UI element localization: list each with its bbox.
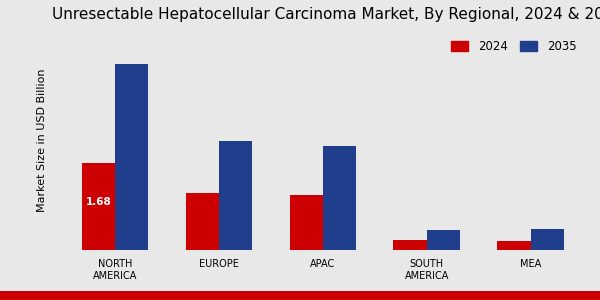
Bar — [530, 229, 564, 250]
Bar — [219, 141, 252, 250]
Bar — [290, 195, 323, 250]
Bar — [115, 64, 148, 250]
Bar — [323, 146, 356, 250]
Bar — [185, 193, 219, 250]
Text: 1.68: 1.68 — [85, 197, 111, 207]
Bar — [82, 163, 115, 250]
Bar — [497, 241, 530, 250]
Bar — [427, 230, 460, 250]
Bar — [394, 240, 427, 250]
Y-axis label: Market Size in USD Billion: Market Size in USD Billion — [37, 68, 47, 212]
Legend: 2024, 2035: 2024, 2035 — [451, 40, 577, 53]
Text: Unresectable Hepatocellular Carcinoma Market, By Regional, 2024 & 2035: Unresectable Hepatocellular Carcinoma Ma… — [53, 7, 600, 22]
